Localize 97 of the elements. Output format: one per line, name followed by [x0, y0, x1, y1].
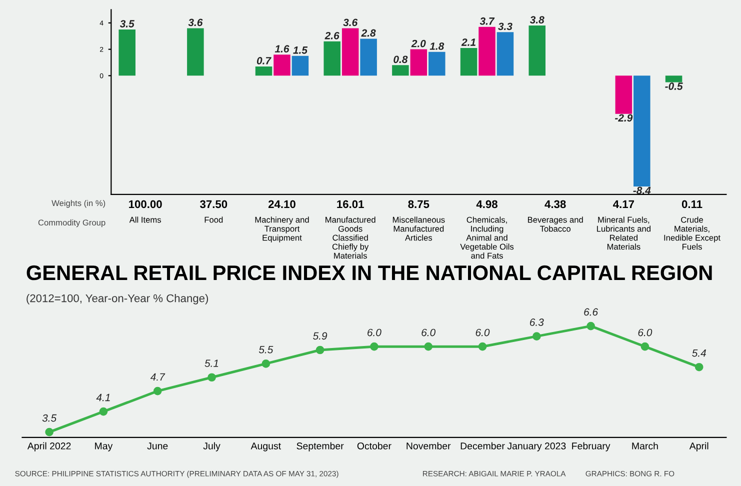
x-tick-label: July	[203, 442, 220, 452]
data-label: 1.5	[293, 46, 308, 54]
text: 0.11	[682, 200, 702, 208]
x-tick-label: Miscellaneous Manufactured Articles	[392, 216, 445, 241]
data-label: 4.7	[150, 373, 166, 381]
point	[45, 428, 54, 436]
x-tick-label: May	[95, 442, 113, 452]
data-label: 3.7	[480, 17, 495, 25]
data-label: 3.6	[343, 18, 358, 26]
x-tick-label: April	[689, 442, 708, 452]
text: 4.17	[613, 200, 634, 208]
x-tick-label: February	[572, 442, 610, 452]
bar	[392, 65, 409, 76]
data-label: 0.7	[256, 57, 272, 64]
data-label: 6.3	[530, 318, 544, 326]
data-label: 6.6	[584, 308, 598, 316]
text: Weights (in %)	[52, 200, 106, 208]
point	[586, 322, 595, 330]
x-tick-label: August	[250, 442, 281, 452]
point	[316, 346, 324, 354]
bar	[460, 48, 478, 76]
point	[153, 386, 162, 396]
data-label: -8.4	[633, 186, 651, 194]
x-tick-label: October	[357, 442, 392, 450]
point	[532, 332, 541, 340]
bar	[428, 52, 446, 76]
x-tick-label: All Items	[129, 216, 161, 223]
point	[424, 342, 433, 351]
data-label: 3.5	[42, 414, 57, 422]
data-label: 2.1	[461, 38, 476, 46]
point	[694, 362, 704, 372]
x-tick-label: Food	[204, 216, 223, 223]
point	[99, 407, 108, 416]
chart-subtitle: (2012=100, Year-on-Year % Change)	[26, 294, 208, 304]
text: 4.38	[544, 200, 566, 208]
data-label: 2.8	[361, 29, 376, 37]
bar	[274, 54, 290, 76]
bar	[665, 76, 682, 82]
data-label: 6.0	[368, 328, 382, 336]
data-label: 5.5	[258, 346, 274, 354]
data-label: 5.9	[313, 332, 328, 340]
data-label: -0.5	[665, 82, 683, 90]
data-label: 3.6	[188, 18, 203, 26]
x-tick-label: September	[296, 442, 344, 452]
data-label: 3.5	[120, 20, 134, 28]
bar	[360, 38, 377, 76]
x-tick-label: December	[460, 442, 505, 450]
bar	[255, 66, 272, 76]
text: 24.10	[268, 200, 296, 208]
bar	[615, 76, 632, 114]
x-tick-label: Mineral Fuels, Lubricants and Related Materials	[597, 216, 650, 250]
x-tick-label: Manufactured Goods Classified Chiefly by Materials	[326, 216, 376, 259]
data-label: 0.8	[394, 56, 408, 64]
x-tick-label: Chemicals, Including Animal and Vegetable Oils and Fats	[460, 216, 514, 259]
x-tick-label: Crude Materials, Inedible Except Fuels	[664, 216, 720, 250]
x-tick-label: March	[632, 442, 658, 450]
text: 4.98	[476, 200, 498, 208]
data-label: 5.1	[204, 360, 218, 367]
bar	[410, 49, 428, 76]
point	[370, 342, 378, 351]
x-tick-label: June	[147, 442, 168, 450]
point	[640, 342, 650, 351]
data-label: 1.6	[274, 45, 290, 53]
data-label: 4.1	[96, 394, 110, 402]
text: Commodity Group	[38, 219, 106, 228]
data-label: 5.4	[692, 349, 706, 357]
x-tick-label: April 2022	[27, 442, 71, 452]
data-label: 6.0	[638, 328, 652, 336]
point	[478, 342, 487, 351]
bar	[324, 41, 340, 76]
data-label: 3.8	[530, 16, 544, 24]
bar	[118, 30, 136, 76]
x-tick-label: November	[406, 442, 451, 450]
x-tick-label: January 2023	[507, 442, 566, 452]
bar	[342, 28, 359, 76]
bar	[634, 76, 650, 186]
bar	[496, 32, 514, 76]
data-label: 6.0	[422, 328, 436, 336]
data-label: 6.0	[476, 328, 490, 336]
data-label: 2.6	[324, 32, 340, 40]
data-label: 2.0	[411, 40, 426, 48]
chart-title: GENERAL RETAIL PRICE INDEX IN THE NATIONAL CAPITAL REGION	[26, 265, 712, 280]
x-tick-label: Machinery and Transport Equipment	[255, 216, 309, 242]
bar	[478, 26, 496, 76]
text: 8.75	[408, 200, 430, 208]
data-label: 1.8	[430, 42, 444, 50]
bar	[187, 28, 204, 76]
x-tick-label: Beverages and Tobacco	[528, 216, 583, 232]
text: 100.00	[129, 200, 162, 208]
text: 16.01	[337, 200, 364, 208]
bar	[528, 26, 546, 76]
point	[262, 360, 270, 368]
text: 37.50	[200, 200, 228, 208]
data-label: -2.9	[614, 114, 633, 122]
point	[208, 373, 216, 382]
bar	[292, 56, 309, 76]
data-label: 3.3	[498, 22, 512, 30]
